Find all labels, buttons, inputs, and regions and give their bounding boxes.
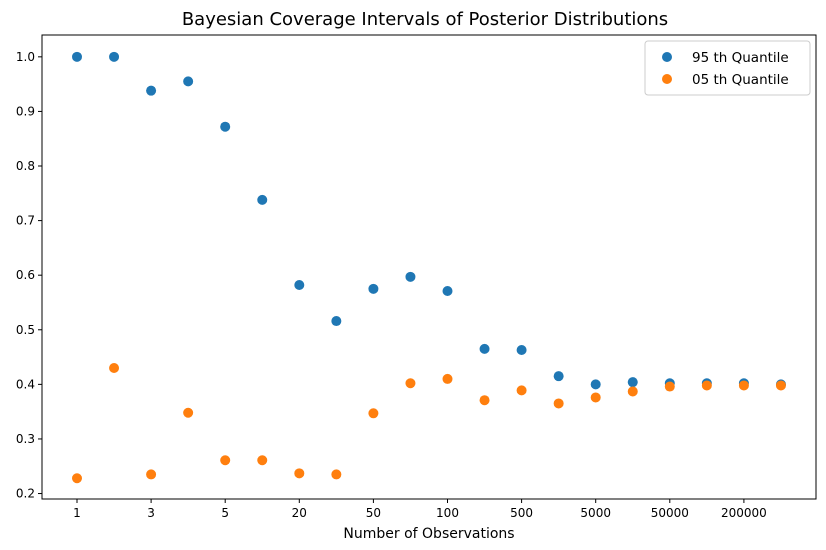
data-point [479,343,490,354]
series-2-points [72,362,786,484]
x-tick-label: 50 [366,506,381,520]
legend-marker [662,52,672,62]
x-tick-label: 5000 [580,506,611,520]
legend-box [644,40,811,96]
y-tick-label: 0.8 [16,159,35,173]
data-point [627,386,638,397]
y-tick-label: 0.6 [16,268,35,282]
y-tick-label: 0.3 [16,432,35,446]
x-tick-label: 50000 [651,506,689,520]
data-point [257,455,268,466]
series-1-points [72,51,786,390]
data-point [516,385,527,396]
data-point [72,473,82,484]
data-point [72,51,82,62]
y-tick-label: 0.9 [16,104,35,118]
data-point [331,316,342,327]
y-axis: 0.2 0.3 0.4 0.5 0.6 0.7 0.8 0.9 1.0 [16,50,42,501]
data-point [257,194,268,205]
data-point [442,373,453,384]
y-tick-label: 0.7 [16,214,35,228]
y-tick-label: 0.2 [16,487,35,501]
x-axis: 1 3 5 20 50 100 500 5000 50000 200000 [73,499,767,520]
data-point [405,271,416,282]
x-tick-label: 1 [73,506,81,520]
chart-title: Bayesian Coverage Intervals of Posterior… [182,9,668,30]
data-point [294,468,305,479]
legend-label: 95 th Quantile [692,50,789,66]
x-tick-label: 500 [510,506,533,520]
data-point [775,380,786,391]
data-point [405,378,416,389]
data-point [183,407,194,418]
data-point [664,381,675,392]
data-point [109,51,120,62]
data-point [627,377,638,388]
data-point [331,469,342,480]
x-tick-label: 20 [292,506,307,520]
data-point [553,398,564,409]
data-point [590,392,601,403]
x-tick-label: 5 [221,506,229,520]
data-point [553,371,564,382]
data-point [701,380,712,391]
legend-label: 05 th Quantile [692,72,789,88]
data-points [72,51,786,484]
data-point [738,380,749,391]
data-point [590,379,601,390]
x-tick-label: 100 [436,506,459,520]
x-axis-label: Number of Observations [343,526,514,542]
y-tick-label: 1.0 [16,50,35,64]
data-point [294,280,305,291]
plot-area [41,34,817,500]
data-point [220,121,231,132]
data-point [368,283,379,294]
y-tick-label: 0.5 [16,323,35,337]
data-point [220,455,231,466]
legend-marker [662,74,672,84]
data-point [368,408,379,419]
y-tick-label: 0.4 [16,377,35,391]
x-tick-label: 200000 [721,506,767,520]
data-point [183,76,194,87]
x-tick-label: 3 [147,506,155,520]
data-point [479,395,490,406]
data-point [146,469,157,480]
data-point [516,344,527,355]
legend: 95 th Quantile 05 th Quantile [644,40,811,96]
data-point [146,85,157,96]
data-point [109,362,120,373]
data-point [442,286,453,297]
